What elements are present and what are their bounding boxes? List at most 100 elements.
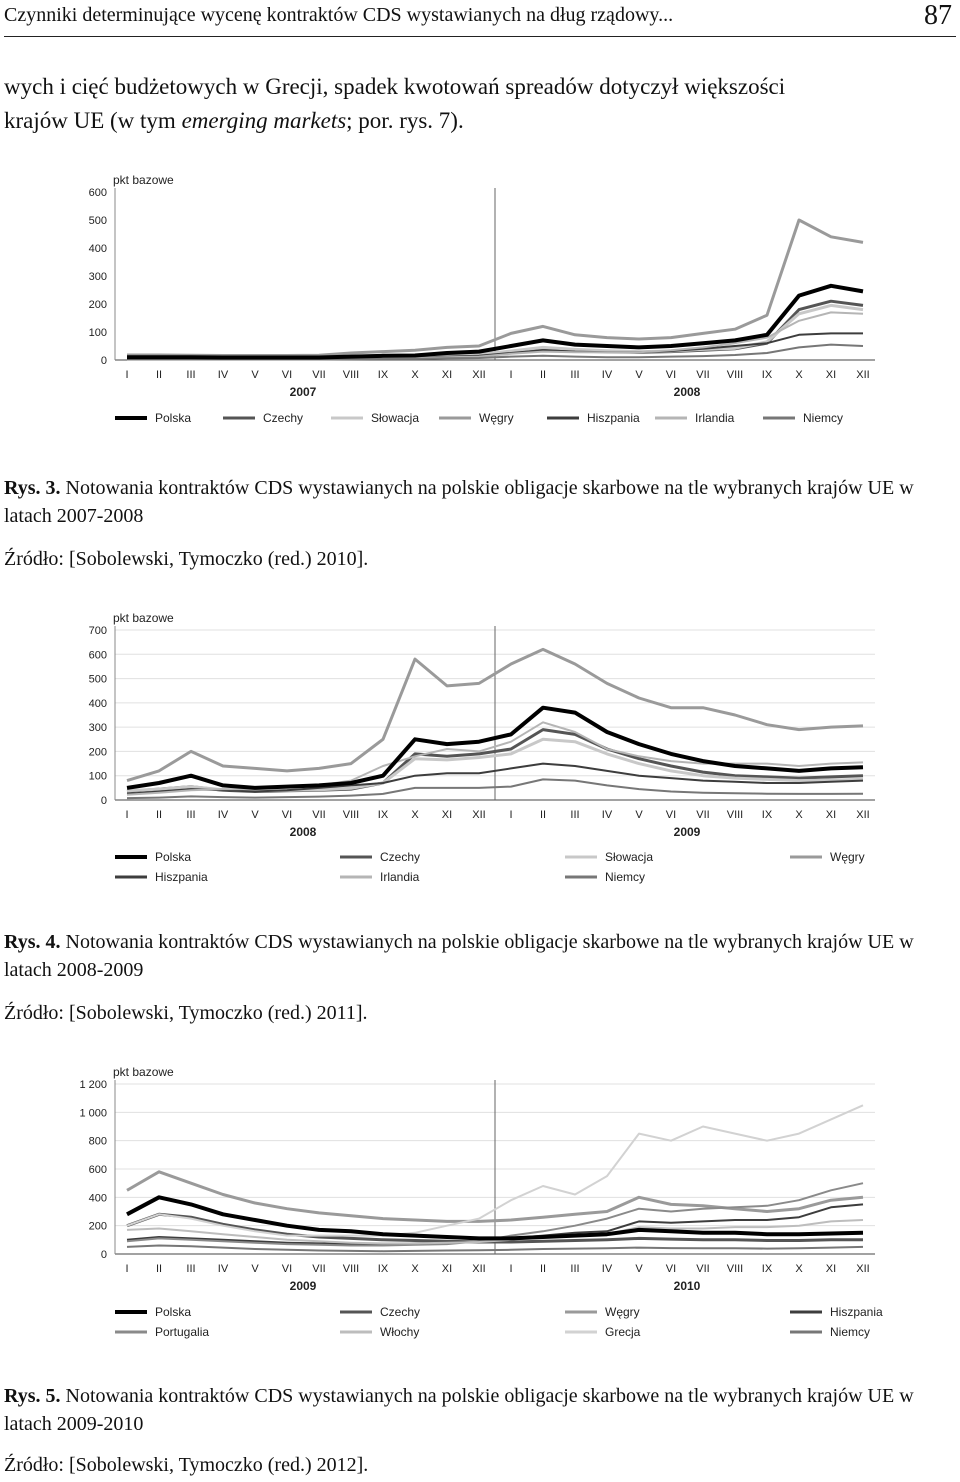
x-tick-label: VII [312, 369, 325, 381]
x-tick-label: IV [218, 369, 229, 381]
x-tick-label: VIII [727, 1263, 744, 1275]
x-tick-label: XI [826, 809, 836, 821]
x-tick-label: XI [826, 1263, 836, 1275]
legend-label: Irlandia [695, 411, 735, 425]
legend-label: Portugalia [155, 1325, 209, 1339]
x-tick-label: VI [282, 809, 292, 821]
intro-line-2a: krajów UE (w tym [4, 108, 182, 133]
y-tick-label: 1 200 [79, 1079, 107, 1091]
series-line-hiszpania [126, 762, 864, 795]
series-line-niemcy [126, 1244, 864, 1253]
x-tick-label: I [125, 369, 128, 381]
series-line-polska [127, 283, 864, 360]
legend-label: Hiszpania [830, 1305, 883, 1319]
x-tick-label: IX [378, 809, 389, 821]
x-tick-label: VIII [343, 809, 360, 821]
x-tick-label: IV [218, 809, 229, 821]
y-tick-label: 200 [89, 299, 107, 311]
legend-label: Grecja [605, 1325, 641, 1339]
x-tick-label: VII [696, 1263, 709, 1275]
x-tick-label: I [509, 369, 512, 381]
x-tick-label: VIII [727, 809, 744, 821]
x-tick-label: I [509, 809, 512, 821]
series-line-niemcy [126, 778, 864, 800]
y-axis-label: pkt bazowe [113, 173, 174, 187]
year-label: 2008 [290, 825, 317, 839]
caption-text: Notowania kontraktów CDS wystawianych na… [4, 1385, 914, 1435]
x-tick-label: X [411, 809, 419, 821]
x-tick-label: VII [696, 369, 709, 381]
y-tick-label: 300 [89, 722, 107, 734]
x-tick-label: V [635, 369, 643, 381]
x-tick-label: VII [696, 809, 709, 821]
intro-paragraph: wych i cięć budżetowych w Grecji, spadek… [4, 70, 954, 138]
x-tick-label: V [251, 1263, 259, 1275]
x-tick-label: IX [378, 1263, 389, 1275]
y-tick-label: 800 [89, 1136, 107, 1148]
x-tick-label: III [570, 369, 579, 381]
series-line-czechy [126, 1212, 863, 1244]
x-tick-label: III [186, 1263, 195, 1275]
y-tick-label: 0 [101, 1249, 107, 1261]
x-tick-label: III [570, 1263, 579, 1275]
x-tick-label: II [540, 369, 546, 381]
x-tick-label: XI [442, 369, 452, 381]
x-tick-label: X [795, 369, 803, 381]
legend-label: Węgry [605, 1305, 640, 1319]
legend-label: Hiszpania [587, 411, 640, 425]
legend-label: Czechy [380, 1305, 420, 1319]
series-line-grecja [126, 1104, 864, 1237]
figure-rys-4: pkt bazowe 0 100 200 300 400 500 600 700 I II III IV… [70, 605, 890, 890]
legend-label: Polska [155, 411, 191, 425]
series-line-węgry [127, 218, 864, 357]
legend-label: Czechy [263, 411, 303, 425]
x-tick-label: II [156, 1263, 162, 1275]
legend-label: Węgry [479, 411, 514, 425]
caption-label: Rys. 3. [4, 477, 61, 499]
legend-label: Polska [155, 850, 191, 864]
x-tick-label: II [156, 809, 162, 821]
x-tick-label: II [156, 369, 162, 381]
y-tick-label: 400 [89, 698, 107, 710]
year-label: 2010 [674, 1279, 701, 1293]
x-tick-label: VI [282, 369, 292, 381]
legend-label: Polska [155, 1305, 191, 1319]
x-tick-label: I [125, 809, 128, 821]
x-tick-label: X [411, 369, 419, 381]
year-label: 2009 [290, 1279, 317, 1293]
series-line-polska [126, 705, 864, 790]
x-tick-label: VIII [343, 369, 360, 381]
legend-label: Słowacja [371, 411, 419, 425]
x-tick-label: XII [856, 1263, 869, 1275]
x-tick-label: XI [826, 369, 836, 381]
x-tick-label: VI [282, 1263, 292, 1275]
source-rys-5: Źródło: [Sobolewski, Tymoczko (red.) 201… [4, 1454, 369, 1476]
y-tick-label: 100 [89, 771, 107, 783]
x-tick-label: VII [312, 809, 325, 821]
intro-line-1: wych i cięć budżetowych w Grecji, spadek… [4, 74, 786, 99]
x-tick-label: III [186, 809, 195, 821]
series-line-polska [126, 1195, 864, 1241]
y-tick-label: 300 [89, 271, 107, 283]
x-tick-label: IV [218, 1263, 229, 1275]
x-tick-label: VI [666, 809, 676, 821]
caption-label: Rys. 5. [4, 1385, 61, 1407]
x-tick-label: IX [378, 369, 389, 381]
series-line-włochy [126, 1219, 864, 1245]
caption-rys-3: Rys. 3. Notowania kontraktów CDS wystawi… [4, 474, 954, 530]
y-tick-label: 1 000 [79, 1107, 107, 1119]
x-tick-label: X [795, 809, 803, 821]
source-rys-3: Źródło: [Sobolewski, Tymoczko (red.) 201… [4, 548, 369, 570]
y-tick-label: 600 [89, 1164, 107, 1176]
year-label: 2007 [290, 385, 317, 399]
x-tick-label: IV [602, 1263, 613, 1275]
y-tick-label: 700 [89, 625, 107, 637]
x-tick-label: XI [442, 809, 452, 821]
legend-label: Irlandia [380, 870, 420, 884]
x-tick-label: IV [602, 369, 613, 381]
caption-text: Notowania kontraktów CDS wystawianych na… [4, 931, 914, 981]
x-tick-label: IX [762, 1263, 773, 1275]
y-axis-label: pkt bazowe [113, 611, 174, 625]
